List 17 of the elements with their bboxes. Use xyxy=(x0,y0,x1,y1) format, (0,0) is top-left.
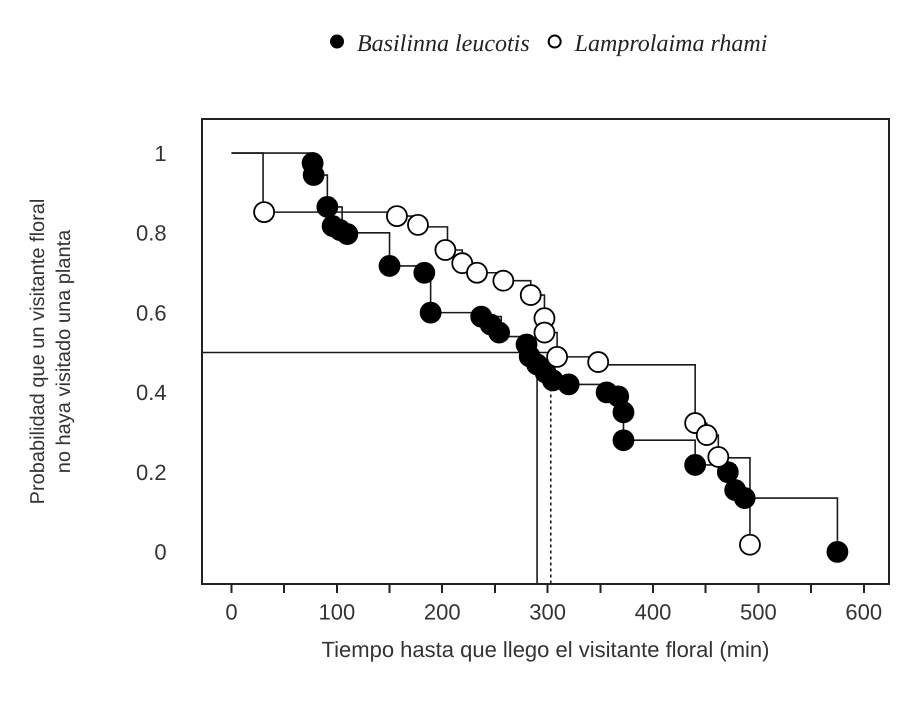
legend-label: Lamprolaima rhami xyxy=(574,30,768,57)
x-tick-label: 500 xyxy=(740,599,777,624)
y-axis-title: Probabilidad que un visitante floral no haya visitado una planta xyxy=(27,198,76,504)
y-tick-label: 0.8 xyxy=(136,220,167,246)
legend-label: Basilinna leucotis xyxy=(357,30,530,57)
x-tick-label: 200 xyxy=(424,599,461,624)
y-tick-label: 0 xyxy=(154,540,167,565)
y-tick-label: 1 xyxy=(154,140,167,166)
y-tick-label: 0.6 xyxy=(136,300,167,326)
x-tick-label: 0 xyxy=(225,599,238,624)
x-tick-label: 100 xyxy=(318,599,356,624)
y-tick-label: 0.4 xyxy=(136,380,167,406)
y-tick-label: 0.2 xyxy=(136,460,167,485)
x-axis-title: Tiempo hasta que llego el visitante floral (min) xyxy=(322,636,770,662)
x-tick-label: 600 xyxy=(845,599,882,624)
x-tick-label: 300 xyxy=(529,599,566,624)
x-tick-label: 400 xyxy=(634,599,672,624)
